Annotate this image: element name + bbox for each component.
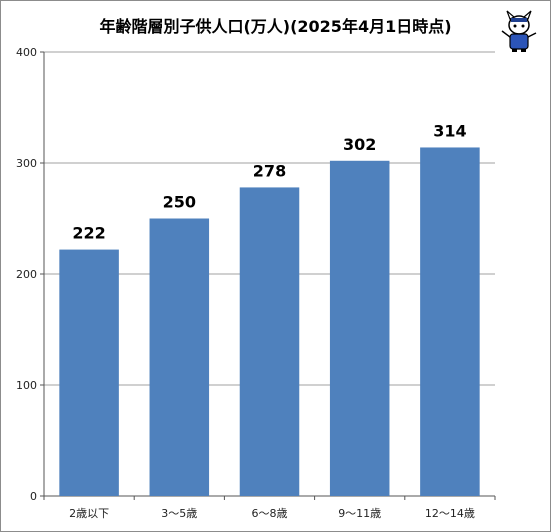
- x-tick-label: 3～5歳: [161, 507, 197, 520]
- y-tick-label: 100: [16, 379, 37, 392]
- bar: [329, 160, 390, 496]
- y-tick-label: 400: [16, 46, 37, 59]
- bar: [149, 218, 210, 496]
- x-tick-label: 9～11歳: [338, 507, 381, 520]
- bar: [59, 249, 119, 496]
- bar: [420, 147, 480, 496]
- data-label: 222: [72, 224, 105, 243]
- bar: [239, 187, 300, 497]
- y-tick-label: 200: [16, 268, 37, 281]
- chart-title: 年齢階層別子供人口(万人)(2025年4月1日時点): [99, 17, 452, 36]
- y-tick-label: 300: [16, 157, 37, 170]
- x-tick-label: 2歳以下: [69, 507, 109, 520]
- data-label: 278: [253, 161, 286, 180]
- data-label: 314: [433, 121, 466, 140]
- mascot-icon: [501, 10, 537, 52]
- x-tick-label: 12～14歳: [425, 507, 475, 520]
- y-tick-label: 0: [30, 490, 37, 503]
- x-tick-label: 6～8歳: [252, 507, 288, 520]
- data-label: 250: [163, 193, 196, 212]
- data-label: 302: [343, 135, 376, 154]
